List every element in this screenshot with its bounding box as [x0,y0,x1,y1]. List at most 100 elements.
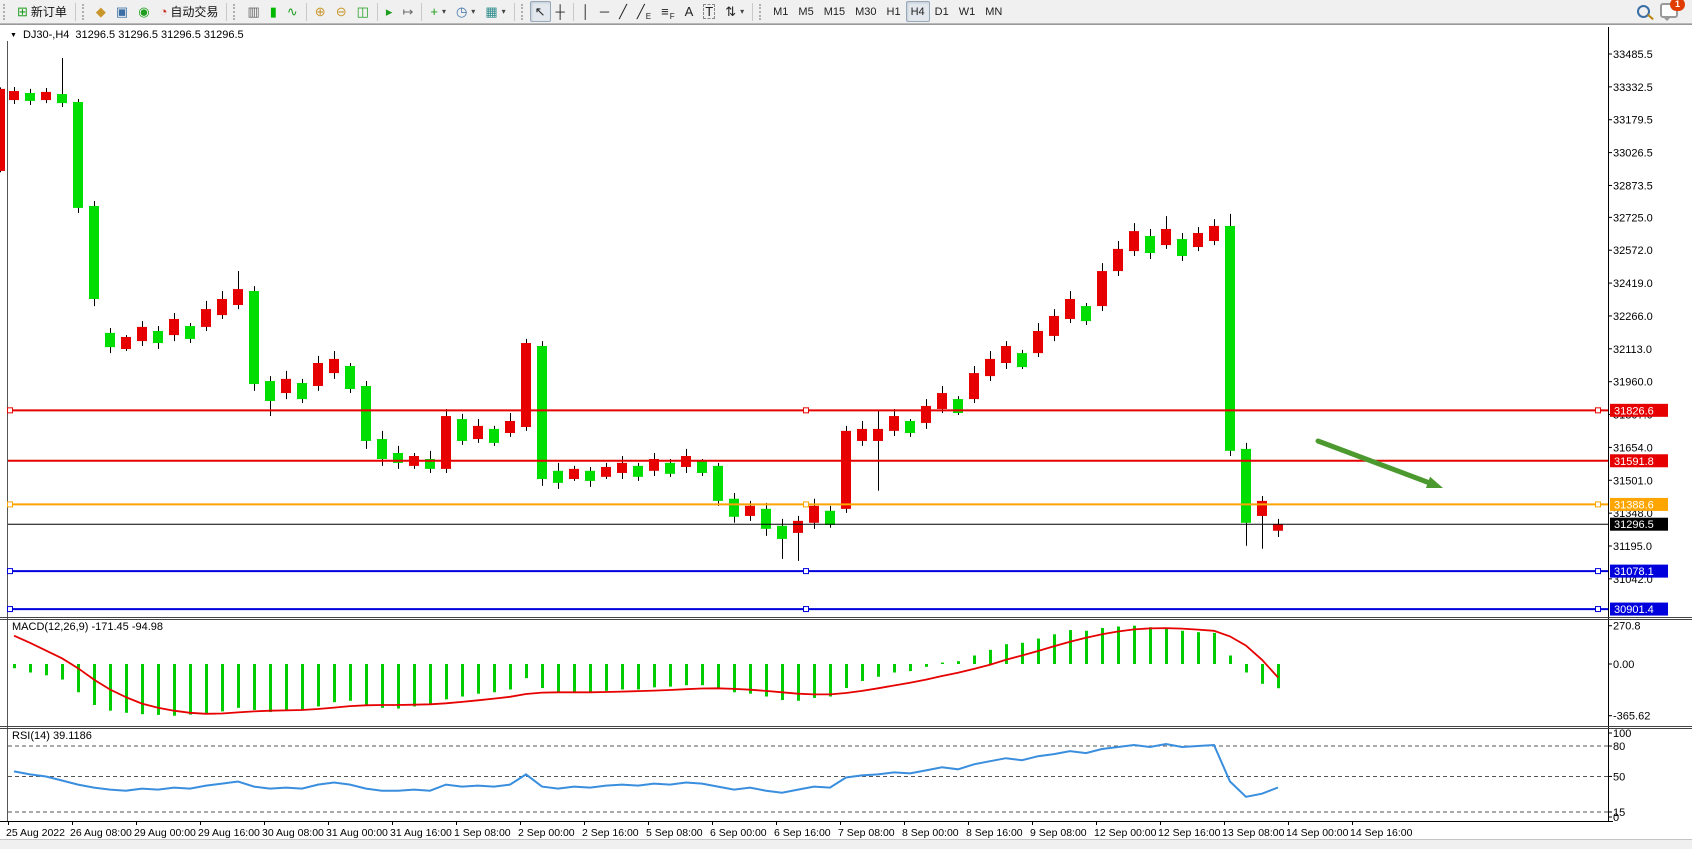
svg-text:50: 50 [1613,771,1625,783]
chart-quotes: 31296.5 31296.5 31296.5 31296.5 [75,29,244,41]
new-order-button[interactable]: ⊞ 新订单 [12,1,72,22]
channel-button-sub-label: E [645,12,652,21]
bar-chart-button[interactable]: ▥ [242,1,264,22]
trend-arrow [1315,438,1443,488]
toolbar-grip [520,3,526,20]
price-lines-layer: 31826.6 31591.8 31388.6 31296.5 31078.1 30901… [7,403,1668,616]
chart-window[interactable]: ▼ DJ30-,H4 31296.5 31296.5 31296.5 31296… [0,24,1692,839]
text-button[interactable]: A [680,1,699,22]
candles-layer [0,57,1283,561]
macd-indicator-label: MACD(12,26,9) -171.45 -94.98 [12,621,164,633]
tf-h1-button[interactable]: H1 [882,1,906,22]
bar-chart-icon: ▥ [247,4,260,19]
arrows-icon: ⇅ [725,4,737,19]
periods-icon: ◷ [455,4,468,19]
zoom-out-button[interactable]: ⊖ [331,1,352,22]
zoom-in-button[interactable]: ⊕ [310,1,331,22]
trendline-icon: ╱ [619,4,627,19]
tf-m30-button[interactable]: M30 [850,1,881,22]
indicators-icon: + [430,4,438,19]
svg-text:32266.0: 32266.0 [1613,311,1653,323]
tile-windows-button[interactable]: ◫ [352,1,374,22]
tf-m5-button-label: M5 [798,5,814,18]
tf-h4-button-label: H4 [910,5,925,18]
svg-text:5 Sep 08:00: 5 Sep 08:00 [646,827,703,839]
tf-m15-button[interactable]: M15 [819,1,850,22]
chevron-down-icon[interactable]: ▾ [740,7,745,16]
indicators-button[interactable]: + ▾ [425,1,451,22]
templates-button[interactable]: ▦ ▾ [480,1,510,22]
svg-text:270.8: 270.8 [1613,621,1641,633]
svg-text:6 Sep 16:00: 6 Sep 16:00 [774,827,831,839]
svg-text:32572.0: 32572.0 [1613,245,1653,257]
svg-text:30 Aug 08:00: 30 Aug 08:00 [262,827,324,839]
auto-scroll-button[interactable]: ▸ [381,1,398,22]
cursor-icon: ↖ [534,4,546,19]
rsi-indicator-label: RSI(14) 39.1186 [12,730,92,742]
svg-text:31078.1: 31078.1 [1614,566,1654,578]
text-icon: A [684,4,694,19]
toolbar-separator [305,2,307,21]
toolbar-separator [513,2,515,21]
svg-text:31591.8: 31591.8 [1614,456,1654,468]
chart-canvas[interactable]: 33485.5 33332.5 33179.5 33026.5 32873.5 32725… [0,25,1692,840]
svg-text:33485.5: 33485.5 [1613,49,1653,61]
tf-m5-button[interactable]: M5 [793,1,818,22]
toolbar-separator [572,2,574,21]
tf-m30-button-label: M30 [855,5,877,18]
vertical-line-button[interactable]: │ [577,1,595,22]
text-label-button[interactable]: T [698,1,720,22]
chart-title-row: ▼ DJ30-,H4 31296.5 31296.5 31296.5 31296… [10,28,244,42]
svg-text:31296.5: 31296.5 [1614,519,1654,531]
toolbar-separator [421,2,423,21]
tf-w1-button[interactable]: W1 [954,1,981,22]
tf-d1-button[interactable]: D1 [930,1,954,22]
chevron-down-icon[interactable]: ▾ [501,7,506,16]
price-axis[interactable]: 33485.5 33332.5 33179.5 33026.5 32873.5 32725… [1608,49,1653,586]
terminal-button[interactable]: ▣ [111,1,133,22]
macd-pane: 270.8 0.00 -365.62 [13,621,1650,723]
svg-text:31 Aug 00:00: 31 Aug 00:00 [326,827,388,839]
cursor-button[interactable]: ↖ [529,1,551,22]
notifications-button[interactable]: 1 [1660,0,1685,21]
signals-button[interactable]: ◉ [133,1,154,22]
candle-chart-button[interactable]: ▮ [265,1,282,22]
svg-text:31195.0: 31195.0 [1613,541,1652,553]
channel-button[interactable]: ╱ E [632,1,656,22]
signals-icon: ◉ [138,4,150,19]
tf-m1-button[interactable]: M1 [768,1,793,22]
arrows-button[interactable]: ⇅ ▾ [720,1,749,22]
time-axis[interactable]: 25 Aug 2022 26 Aug 08:00 29 Aug 00:00 29 Au… [6,821,1413,839]
trendline-button[interactable]: ╱ [614,1,632,22]
autotrade-button-label: 自动交易 [170,5,219,19]
crosshair-button[interactable]: ┼ [551,1,570,22]
line-chart-button[interactable]: ∿ [282,1,303,22]
fibonacci-button[interactable]: ≡ F [656,1,679,22]
svg-text:0: 0 [1613,812,1619,824]
tf-h1-button-label: H1 [886,5,901,18]
toolbar-grip [233,3,238,20]
pane-borders [0,27,1692,822]
svg-text:32113.0: 32113.0 [1613,344,1652,356]
collapse-triangle-icon[interactable]: ▼ [10,31,17,39]
chart-shift-button[interactable]: ↦ [397,1,418,22]
market-depth-button[interactable]: ◆ [91,1,111,22]
svg-text:32873.5: 32873.5 [1613,180,1653,192]
horizontal-line-button[interactable]: ─ [595,1,614,22]
fibonacci-icon: ≡ [661,4,669,19]
tf-mn-button[interactable]: MN [980,1,1007,22]
tf-mn-button-label: MN [985,5,1003,18]
svg-text:31501.0: 31501.0 [1613,475,1653,487]
market-depth-icon: ◆ [95,4,106,19]
autotrade-button[interactable]: ◔ 自动交易 [155,1,224,22]
toolbar-separator [226,2,228,21]
toolbar-grip [3,3,8,20]
tf-h4-button[interactable]: H4 [905,1,930,22]
toolbar-separator [752,2,754,21]
svg-text:14 Sep 16:00: 14 Sep 16:00 [1350,827,1413,839]
toolbar-grip [81,3,87,20]
chevron-down-icon[interactable]: ▾ [441,7,446,16]
periods-button[interactable]: ◷ ▾ [451,1,480,22]
chevron-down-icon[interactable]: ▾ [471,7,476,16]
search-icon[interactable] [1637,5,1650,18]
